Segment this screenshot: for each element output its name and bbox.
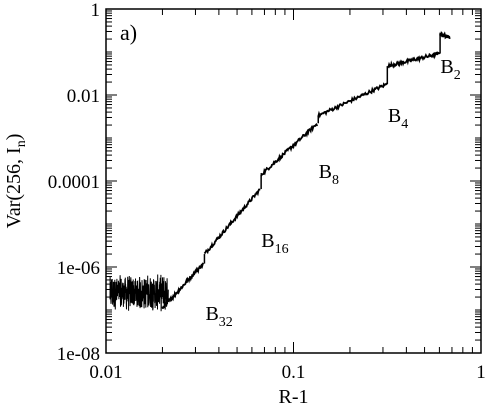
y-tick-label: 0.01 — [67, 86, 100, 107]
y-axis-title-sub: n — [14, 140, 29, 147]
series-segment — [387, 51, 441, 69]
bifurcation-label-sub: 8 — [332, 173, 339, 188]
series-segment — [260, 123, 319, 177]
y-tick-label: 1e-06 — [57, 258, 100, 279]
bifurcation-label: B32 — [205, 303, 232, 330]
y-tick-label: 1 — [91, 0, 101, 21]
bifurcation-label-main: B — [205, 303, 218, 325]
y-axis-title-main: Var(256, I — [3, 147, 25, 228]
bifurcation-label-sub: 16 — [275, 242, 289, 257]
series-segment — [317, 82, 388, 119]
y-tick-label: 0.0001 — [48, 172, 100, 193]
bifurcation-label-sub: 32 — [219, 315, 233, 330]
y-tick-label: 1e-08 — [57, 344, 100, 365]
x-tick-label: 1 — [476, 362, 486, 383]
bifurcation-label: B2 — [440, 56, 460, 83]
series-segment — [161, 262, 205, 309]
bifurcation-label-main: B — [261, 230, 274, 252]
bifurcation-label-sub: 4 — [401, 117, 408, 132]
bifurcation-label: B8 — [319, 161, 339, 188]
series-segment — [439, 31, 451, 40]
x-tick-label: 0.01 — [89, 362, 122, 383]
bifurcation-label-main: B — [440, 56, 453, 78]
panel-label: a) — [120, 20, 137, 45]
bifurcation-label-sub: 2 — [454, 68, 461, 83]
axis-ticks — [105, 9, 481, 354]
bifurcation-label: B4 — [388, 105, 408, 132]
x-axis-title: R-1 — [279, 386, 309, 407]
data-series — [109, 31, 451, 312]
tick-labels: 0.01 0.1 1 1e-08 1e-06 0.0001 0.01 1 — [48, 0, 486, 383]
bifurcation-label-main: B — [319, 161, 332, 183]
x-tick-label: 0.1 — [282, 362, 306, 383]
series-segment — [203, 188, 261, 255]
bifurcation-label: B16 — [261, 230, 288, 257]
plot-frame — [105, 8, 482, 354]
bifurcation-label-main: B — [388, 105, 401, 127]
series-noise-region — [109, 274, 169, 312]
y-axis-title-close: ) — [3, 134, 25, 141]
y-axis-title: Var(256, In) — [3, 134, 29, 229]
